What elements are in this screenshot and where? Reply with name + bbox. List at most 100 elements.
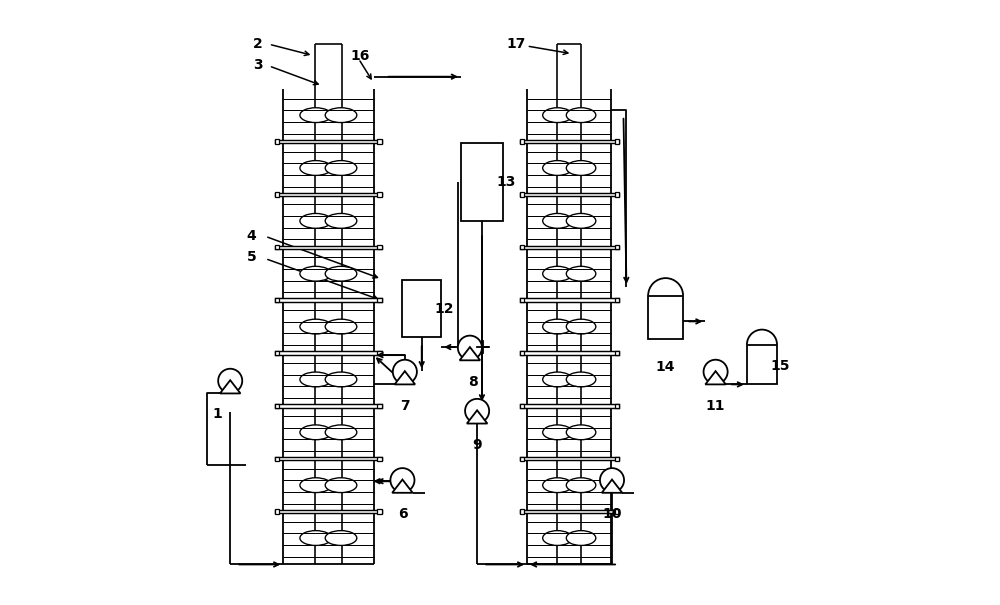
Bar bbox=[520, 404, 619, 408]
Text: 12: 12 bbox=[435, 301, 454, 316]
Ellipse shape bbox=[325, 425, 357, 440]
Circle shape bbox=[600, 468, 624, 492]
Ellipse shape bbox=[325, 160, 357, 175]
Ellipse shape bbox=[325, 266, 357, 281]
Bar bbox=[275, 404, 279, 408]
Polygon shape bbox=[395, 371, 415, 384]
Text: 3: 3 bbox=[253, 57, 263, 71]
Ellipse shape bbox=[543, 531, 572, 546]
Bar bbox=[520, 298, 619, 302]
Bar bbox=[275, 510, 382, 513]
Ellipse shape bbox=[300, 319, 332, 334]
Bar bbox=[520, 352, 619, 355]
Bar bbox=[377, 351, 382, 355]
Circle shape bbox=[704, 360, 728, 384]
Bar bbox=[275, 298, 279, 302]
Bar bbox=[615, 140, 619, 143]
Bar bbox=[615, 509, 619, 514]
Text: 4: 4 bbox=[246, 229, 256, 243]
Bar bbox=[520, 404, 524, 408]
Text: 2: 2 bbox=[253, 36, 263, 51]
Ellipse shape bbox=[566, 266, 596, 281]
Bar bbox=[747, 345, 777, 384]
Ellipse shape bbox=[300, 266, 332, 281]
Ellipse shape bbox=[543, 425, 572, 440]
Bar bbox=[615, 351, 619, 355]
Text: 10: 10 bbox=[602, 508, 622, 522]
Bar bbox=[520, 140, 619, 143]
Bar bbox=[520, 351, 524, 355]
Bar bbox=[275, 351, 279, 355]
Text: 17: 17 bbox=[507, 36, 526, 51]
Bar bbox=[275, 192, 279, 197]
Bar bbox=[402, 280, 441, 337]
Bar bbox=[275, 246, 382, 249]
Bar bbox=[461, 143, 503, 221]
Ellipse shape bbox=[300, 214, 332, 228]
Ellipse shape bbox=[300, 478, 332, 492]
Polygon shape bbox=[705, 371, 726, 384]
Bar bbox=[377, 457, 382, 461]
Ellipse shape bbox=[325, 531, 357, 546]
Ellipse shape bbox=[566, 214, 596, 228]
Bar bbox=[377, 140, 382, 143]
Bar bbox=[275, 352, 382, 355]
Circle shape bbox=[390, 468, 414, 492]
Bar bbox=[520, 192, 524, 197]
Ellipse shape bbox=[543, 372, 572, 387]
Bar bbox=[377, 404, 382, 408]
Text: 14: 14 bbox=[656, 360, 675, 374]
Text: 13: 13 bbox=[496, 175, 516, 189]
Bar bbox=[615, 404, 619, 408]
Ellipse shape bbox=[566, 319, 596, 334]
Text: 7: 7 bbox=[400, 399, 410, 413]
Bar bbox=[520, 193, 619, 196]
Text: 1: 1 bbox=[212, 407, 222, 421]
Text: 15: 15 bbox=[770, 359, 790, 373]
Bar bbox=[615, 192, 619, 197]
Ellipse shape bbox=[325, 214, 357, 228]
Ellipse shape bbox=[300, 372, 332, 387]
Ellipse shape bbox=[300, 531, 332, 546]
Ellipse shape bbox=[325, 372, 357, 387]
Circle shape bbox=[458, 336, 482, 360]
Bar bbox=[275, 457, 382, 460]
Bar bbox=[377, 192, 382, 197]
Circle shape bbox=[465, 399, 489, 423]
Ellipse shape bbox=[325, 319, 357, 334]
Polygon shape bbox=[602, 480, 622, 493]
Bar bbox=[520, 457, 619, 460]
Bar bbox=[520, 298, 524, 302]
Bar bbox=[520, 509, 524, 514]
Ellipse shape bbox=[566, 108, 596, 123]
Ellipse shape bbox=[543, 478, 572, 492]
Text: 16: 16 bbox=[350, 48, 369, 62]
Polygon shape bbox=[460, 347, 480, 361]
Circle shape bbox=[393, 360, 417, 384]
Text: 6: 6 bbox=[398, 508, 407, 522]
Polygon shape bbox=[467, 410, 487, 424]
Bar bbox=[520, 510, 619, 513]
Bar bbox=[275, 404, 382, 408]
Bar bbox=[615, 457, 619, 461]
Ellipse shape bbox=[566, 531, 596, 546]
Ellipse shape bbox=[543, 319, 572, 334]
Ellipse shape bbox=[300, 425, 332, 440]
Bar bbox=[648, 296, 683, 339]
Ellipse shape bbox=[543, 160, 572, 175]
Ellipse shape bbox=[543, 266, 572, 281]
Text: 11: 11 bbox=[706, 399, 725, 413]
Text: 5: 5 bbox=[246, 250, 256, 264]
Polygon shape bbox=[220, 380, 240, 393]
Polygon shape bbox=[392, 480, 413, 493]
Bar bbox=[275, 193, 382, 196]
Ellipse shape bbox=[325, 478, 357, 492]
Ellipse shape bbox=[300, 160, 332, 175]
Ellipse shape bbox=[566, 160, 596, 175]
Text: 8: 8 bbox=[468, 375, 478, 389]
Bar bbox=[520, 245, 524, 249]
Bar bbox=[615, 298, 619, 302]
Ellipse shape bbox=[566, 425, 596, 440]
Ellipse shape bbox=[300, 108, 332, 123]
Bar bbox=[275, 140, 279, 143]
